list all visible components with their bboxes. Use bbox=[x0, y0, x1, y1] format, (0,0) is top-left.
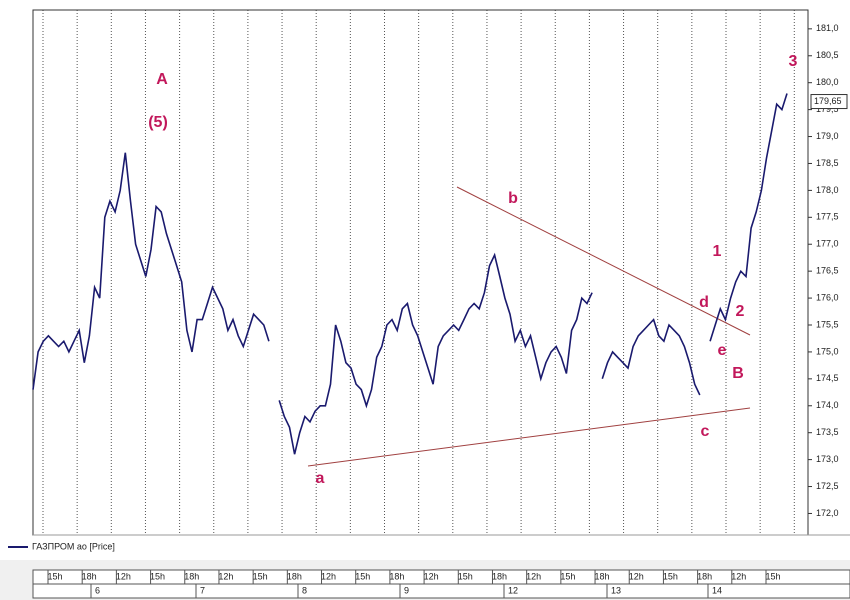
wave-label: 2 bbox=[736, 303, 745, 320]
day-label: 12 bbox=[508, 585, 518, 595]
y-tick-label: 176,5 bbox=[816, 266, 839, 276]
wave-label: e bbox=[718, 342, 727, 359]
y-tick-label: 178,0 bbox=[816, 185, 839, 195]
day-label: 9 bbox=[404, 585, 409, 595]
wave-label: 1 bbox=[713, 243, 722, 260]
hour-label: 18h bbox=[287, 571, 302, 581]
hour-label: 12h bbox=[526, 571, 541, 581]
hour-label: 15h bbox=[47, 571, 62, 581]
wave-label: c bbox=[701, 423, 710, 440]
hour-label: 15h bbox=[458, 571, 473, 581]
hour-label: 12h bbox=[424, 571, 439, 581]
y-tick-label: 173,0 bbox=[816, 454, 839, 464]
y-tick-label: 175,5 bbox=[816, 319, 839, 329]
time-axis: 15h 18h 12h 15h 18h 12h 15h 18h 12h 15h 18h 12h 15h 1… bbox=[47, 570, 781, 598]
y-tick-label: 180,0 bbox=[816, 77, 839, 87]
hour-label: 15h bbox=[663, 571, 678, 581]
wave-label: A bbox=[156, 71, 168, 88]
hour-label: 15h bbox=[765, 571, 780, 581]
wave-label: a bbox=[316, 470, 325, 487]
hour-label: 15h bbox=[560, 571, 575, 581]
trendline bbox=[307, 407, 751, 467]
y-tick-label: 174,0 bbox=[816, 400, 839, 410]
hour-label: 18h bbox=[389, 571, 404, 581]
y-tick-label: 180,5 bbox=[816, 50, 839, 60]
hour-label: 18h bbox=[82, 571, 97, 581]
wave-label: 3 bbox=[789, 53, 798, 70]
y-tick-label: 177,5 bbox=[816, 212, 839, 222]
y-tick-label: 172,5 bbox=[816, 481, 839, 491]
legend-label: ГАЗПРОМ ао [Price] bbox=[32, 541, 115, 551]
day-label: 7 bbox=[200, 585, 205, 595]
wave-label: d bbox=[699, 294, 709, 311]
y-tick-label: 177,0 bbox=[816, 239, 839, 249]
wave-label: b bbox=[508, 190, 518, 207]
y-tick-label: 181,0 bbox=[816, 23, 839, 33]
hour-label: 12h bbox=[321, 571, 336, 581]
price-line bbox=[32, 93, 788, 455]
hour-label: 15h bbox=[355, 571, 370, 581]
y-tick-label: 179,0 bbox=[816, 131, 839, 141]
day-label: 8 bbox=[302, 585, 307, 595]
hour-label: 15h bbox=[253, 571, 268, 581]
hour-label: 12h bbox=[731, 571, 746, 581]
day-label: 14 bbox=[712, 585, 722, 595]
y-tick-label: 178,5 bbox=[816, 158, 839, 168]
y-tick-label: 173,5 bbox=[816, 427, 839, 437]
hour-label: 18h bbox=[595, 571, 610, 581]
hour-label: 12h bbox=[629, 571, 644, 581]
day-label: 6 bbox=[95, 585, 100, 595]
y-tick-label: 176,0 bbox=[816, 292, 839, 302]
time-grid bbox=[42, 10, 795, 535]
hour-label: 12h bbox=[218, 571, 233, 581]
last-price-label: 179,65 bbox=[814, 96, 842, 106]
last-price-box bbox=[810, 94, 848, 110]
y-tick-label: 175,0 bbox=[816, 346, 839, 356]
wave-label: (5) bbox=[148, 114, 168, 131]
y-tick-label: 172,0 bbox=[816, 508, 839, 518]
day-label: 13 bbox=[611, 585, 621, 595]
trendline bbox=[456, 186, 751, 336]
hour-label: 18h bbox=[492, 571, 507, 581]
hour-label: 15h bbox=[150, 571, 165, 581]
y-tick-label: 174,5 bbox=[816, 373, 839, 383]
hour-label: 18h bbox=[697, 571, 712, 581]
hour-label: 12h bbox=[116, 571, 131, 581]
wave-label: B bbox=[732, 365, 744, 382]
hour-label: 18h bbox=[184, 571, 199, 581]
